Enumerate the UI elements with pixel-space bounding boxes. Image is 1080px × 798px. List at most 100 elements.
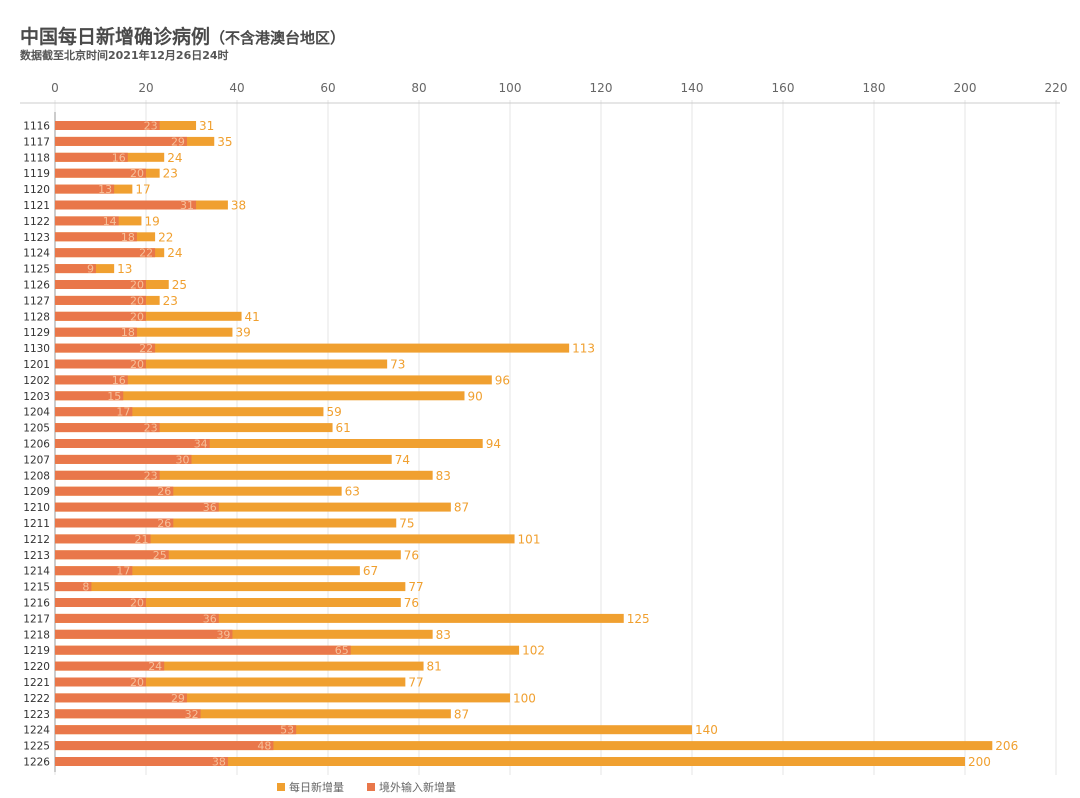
y-tick-label-1210: 1210 <box>23 502 50 514</box>
data-label-total-1120: 17 <box>135 183 150 197</box>
data-label-imported-1127: 20 <box>130 294 144 307</box>
bar-imported-1121 <box>55 200 197 210</box>
y-tick-label-1116: 1116 <box>23 121 50 133</box>
x-tick-label-7: 140 <box>681 81 704 95</box>
bar-total-1223 <box>55 709 451 719</box>
y-tick-label-1120: 1120 <box>23 184 50 196</box>
data-label-imported-1223: 32 <box>185 708 199 721</box>
legend-swatch-total <box>277 783 285 791</box>
data-label-total-1220: 81 <box>427 660 442 674</box>
y-tick-label-1125: 1125 <box>23 264 50 276</box>
bar-total-1215 <box>55 582 406 592</box>
y-tick-label-1219: 1219 <box>23 645 50 657</box>
data-label-imported-1120: 13 <box>98 183 112 196</box>
y-tick-label-1206: 1206 <box>23 439 50 451</box>
y-tick-label-1130: 1130 <box>23 343 50 355</box>
bar-imported-1222 <box>55 693 187 703</box>
bar-imported-1123 <box>55 232 137 242</box>
y-tick-label-1128: 1128 <box>23 311 50 323</box>
data-label-total-1210: 87 <box>454 501 469 515</box>
bar-total-1217 <box>55 613 624 623</box>
legend-label-total: 每日新增量 <box>289 780 344 794</box>
bar-total-1222 <box>55 693 510 703</box>
data-label-imported-1116: 23 <box>144 120 158 133</box>
chart-title-main: 中国每日新增确诊病例 <box>20 26 211 48</box>
data-label-imported-1221: 20 <box>130 676 144 689</box>
x-tick-label-0: 0 <box>51 81 59 95</box>
data-label-imported-1225: 48 <box>257 740 271 753</box>
data-label-imported-1210: 36 <box>203 501 217 514</box>
y-tick-label-1217: 1217 <box>23 613 50 625</box>
bar-imported-1219 <box>55 645 351 655</box>
data-label-imported-1122: 14 <box>103 215 117 228</box>
x-tick-label-10: 200 <box>954 81 977 95</box>
data-label-imported-1205: 23 <box>144 422 158 435</box>
data-label-imported-1125: 9 <box>87 263 94 276</box>
y-tick-label-1126: 1126 <box>23 280 50 292</box>
y-tick-label-1119: 1119 <box>23 168 50 180</box>
data-label-total-1205: 61 <box>336 421 351 435</box>
y-tick-label-1209: 1209 <box>23 486 50 498</box>
bar-imported-1116 <box>55 121 160 130</box>
bar-imported-1205 <box>55 423 160 433</box>
bar-total-1203 <box>55 391 465 401</box>
y-tick-label-1204: 1204 <box>23 407 50 419</box>
data-label-imported-1222: 29 <box>171 692 185 705</box>
data-label-total-1217: 125 <box>627 612 650 626</box>
bar-imported-1208 <box>55 470 160 480</box>
data-label-imported-1215: 8 <box>82 581 89 594</box>
data-label-total-1206: 94 <box>486 437 501 451</box>
data-label-imported-1224: 53 <box>280 724 294 737</box>
data-label-total-1208: 83 <box>436 469 451 483</box>
bar-imported-1117 <box>55 136 187 146</box>
bar-imported-1127 <box>55 295 146 305</box>
bar-total-1209 <box>55 486 342 496</box>
bar-total-1201 <box>55 359 388 369</box>
y-tick-label-1122: 1122 <box>23 216 50 228</box>
data-label-total-1128: 41 <box>245 310 260 324</box>
y-tick-label-1226: 1226 <box>23 757 50 769</box>
bar-imported-1221 <box>55 677 146 687</box>
y-tick-label-1213: 1213 <box>23 550 50 562</box>
y-tick-label-1203: 1203 <box>23 391 50 403</box>
bar-total-1214 <box>55 566 360 576</box>
y-tick-label-1211: 1211 <box>23 518 50 530</box>
data-label-imported-1218: 39 <box>216 628 230 641</box>
data-label-total-1221: 77 <box>408 676 423 690</box>
x-tick-label-6: 120 <box>590 81 613 95</box>
x-tick-label-9: 180 <box>863 81 886 95</box>
data-label-imported-1220: 24 <box>148 660 162 673</box>
x-tick-label-4: 80 <box>411 81 426 95</box>
data-label-imported-1204: 17 <box>116 406 130 419</box>
bar-imported-1212 <box>55 534 151 544</box>
data-label-imported-1130: 22 <box>139 342 153 355</box>
bar-imported-1218 <box>55 629 233 639</box>
y-tick-label-1216: 1216 <box>23 598 50 610</box>
bar-total-1129 <box>55 327 233 337</box>
chart-title: 中国每日新增确诊病例（不含港澳台地区） <box>20 22 345 49</box>
y-tick-label-1225: 1225 <box>23 741 50 753</box>
y-tick-label-1124: 1124 <box>23 248 50 260</box>
y-tick-label-1208: 1208 <box>23 470 50 482</box>
data-label-total-1223: 87 <box>454 707 469 721</box>
bar-imported-1213 <box>55 550 169 560</box>
bar-imported-1209 <box>55 486 174 496</box>
bar-total-1220 <box>55 661 424 671</box>
data-label-imported-1206: 34 <box>194 438 208 451</box>
data-label-imported-1214: 17 <box>116 565 130 578</box>
data-label-imported-1119: 20 <box>130 167 144 180</box>
bar-total-1225 <box>55 741 993 751</box>
y-tick-label-1224: 1224 <box>23 725 50 737</box>
bar-total-1204 <box>55 407 324 417</box>
y-tick-label-1117: 1117 <box>23 136 50 148</box>
y-tick-label-1223: 1223 <box>23 709 50 721</box>
data-label-total-1123: 22 <box>158 230 173 244</box>
data-label-total-1211: 75 <box>399 517 414 531</box>
bar-imported-1124 <box>55 248 156 258</box>
x-tick-label-2: 40 <box>229 81 244 95</box>
data-label-imported-1202: 16 <box>112 374 126 387</box>
bar-total-1216 <box>55 598 401 607</box>
y-tick-label-1212: 1212 <box>23 534 50 546</box>
data-label-imported-1118: 16 <box>112 151 126 164</box>
data-label-total-1201: 73 <box>390 358 405 372</box>
